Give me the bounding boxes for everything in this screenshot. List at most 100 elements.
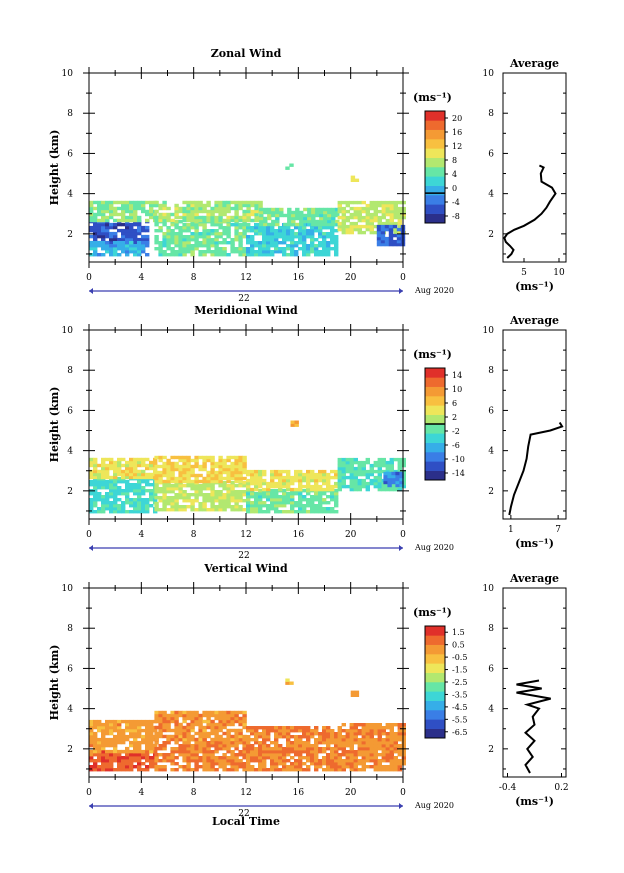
heatmap-cell xyxy=(250,744,255,748)
heatmap-cell xyxy=(154,741,159,745)
heatmap-cell xyxy=(194,479,199,484)
heatmap-cell xyxy=(117,759,122,763)
heatmap-cell xyxy=(194,759,199,763)
heatmap-cell xyxy=(105,206,110,211)
heatmap-cell xyxy=(170,223,175,227)
heatmap-cell xyxy=(206,750,211,754)
heatmap-cell xyxy=(198,200,203,205)
heatmap-cell xyxy=(109,212,114,217)
heatmap-cell xyxy=(149,737,154,742)
heatmap-cell xyxy=(318,501,323,505)
heatmap-cell xyxy=(365,732,370,736)
heatmap-cell xyxy=(286,750,291,754)
heatmap-cell xyxy=(258,475,263,480)
heatmap-cell xyxy=(154,753,159,757)
heatmap-cell xyxy=(125,762,130,766)
heatmap-cell xyxy=(133,475,138,480)
heatmap-cell xyxy=(314,487,319,492)
heatmap-cell xyxy=(314,253,319,257)
heatmap-cell xyxy=(210,490,215,494)
heatmap-cell xyxy=(326,487,331,492)
heatmap-cell xyxy=(145,737,150,742)
heatmap-cell xyxy=(330,753,335,757)
heatmap-cell xyxy=(349,741,354,745)
heatmap-cell xyxy=(97,510,102,514)
heatmap-cell xyxy=(190,502,195,506)
heatmap-cell xyxy=(259,222,264,227)
heatmap-cell xyxy=(133,472,138,477)
heatmap-cell xyxy=(334,744,339,748)
heatmap-cell xyxy=(210,458,215,463)
heatmap-cell xyxy=(377,768,382,772)
heatmap-cell xyxy=(291,222,296,227)
heatmap-cell xyxy=(258,732,263,736)
heatmap-cell xyxy=(226,241,231,245)
heatmap-cell xyxy=(401,469,406,474)
heatmap-cell xyxy=(125,244,130,248)
heatmap-cell xyxy=(242,212,247,217)
heatmap-cell xyxy=(234,464,239,469)
heatmap-cell xyxy=(105,463,110,468)
heatmap-cell xyxy=(262,238,267,242)
heatmap-cell xyxy=(234,206,239,211)
heatmap-cell xyxy=(210,756,215,760)
heatmap-cell xyxy=(182,473,187,478)
heatmap-cell xyxy=(182,455,187,460)
heatmap-cell xyxy=(397,224,402,229)
heatmap-cell xyxy=(263,210,268,215)
heatmap-cell xyxy=(314,759,319,763)
colorbar-tick-label: 8 xyxy=(452,156,457,165)
heatmap-cell xyxy=(186,496,191,500)
heatmap-cell xyxy=(254,218,259,223)
heatmap-cell xyxy=(327,219,332,224)
heatmap-cell xyxy=(384,242,390,247)
heatmap-cell xyxy=(369,729,374,733)
colorbar-segment xyxy=(425,700,445,711)
heatmap-cell xyxy=(246,481,251,486)
heatmap-cell xyxy=(365,741,370,745)
heatmap-cell xyxy=(210,508,215,512)
heatmap-cell xyxy=(125,472,130,477)
heatmap-cell xyxy=(401,741,406,745)
heatmap-cell xyxy=(230,762,235,766)
heatmap-cell xyxy=(174,241,179,245)
heatmap-cell xyxy=(238,505,243,509)
heatmap-cell xyxy=(349,750,354,754)
heatmap-cell xyxy=(89,469,94,474)
heatmap-cell xyxy=(174,206,179,211)
heatmap-cell xyxy=(238,206,243,211)
heatmap-cell xyxy=(282,232,287,236)
heatmap-cell xyxy=(129,762,134,766)
heatmap-cell xyxy=(381,753,386,757)
heatmap-cell xyxy=(397,221,402,226)
heatmap-cell xyxy=(337,738,342,742)
heatmap-cell xyxy=(194,473,199,478)
heatmap-cell xyxy=(166,241,171,245)
heatmap-cell xyxy=(290,420,295,424)
heatmap-cell xyxy=(137,472,142,477)
panel-title: Meridional Wind xyxy=(194,304,298,317)
heatmap-cell xyxy=(326,507,331,511)
heatmap-cell xyxy=(109,504,114,508)
heatmap-cell xyxy=(345,765,350,769)
heatmap-cell xyxy=(335,213,340,218)
heatmap-cell xyxy=(113,507,118,511)
heatmap-cell xyxy=(158,713,163,718)
heatmap-cell xyxy=(198,747,203,751)
heatmap-cell xyxy=(282,495,287,499)
heatmap-cell xyxy=(154,479,159,484)
heatmap-cell xyxy=(369,478,374,483)
heatmap-cell xyxy=(97,209,102,214)
heatmap-cell xyxy=(310,487,315,492)
heatmap-cell xyxy=(158,473,163,478)
heatmap-cell xyxy=(222,756,227,760)
heatmap-cell xyxy=(306,768,311,772)
heatmap-cell xyxy=(158,765,163,769)
heatmap-cell xyxy=(393,723,398,727)
heatmap-cell xyxy=(162,756,167,760)
heatmap-cell xyxy=(158,455,163,460)
heatmap-cell xyxy=(162,493,167,497)
heatmap-cell xyxy=(226,458,231,463)
heatmap-cell xyxy=(129,725,134,730)
heatmap-cell xyxy=(262,244,267,248)
